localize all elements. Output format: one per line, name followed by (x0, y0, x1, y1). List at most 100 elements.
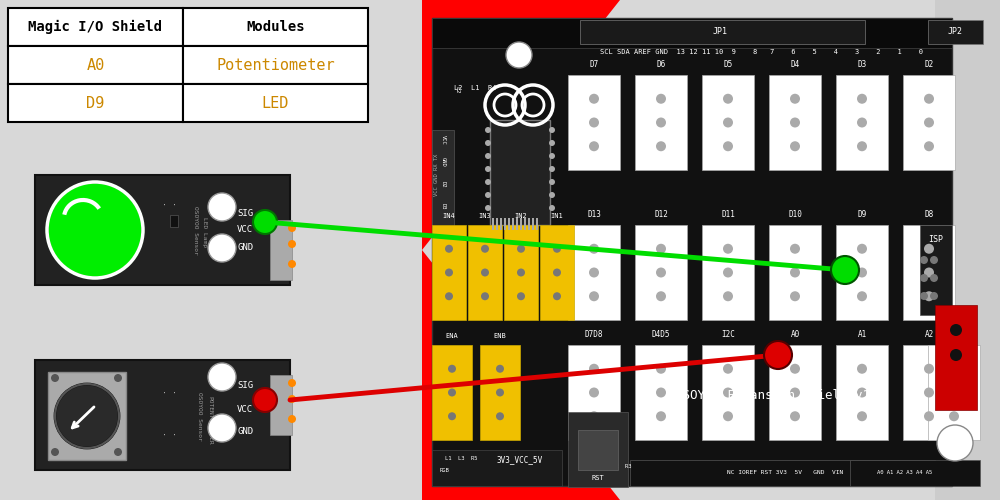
Circle shape (51, 448, 59, 456)
Circle shape (517, 268, 525, 276)
Circle shape (485, 179, 491, 185)
Bar (570, 445, 625, 463)
Circle shape (448, 388, 456, 396)
Bar (170, 215, 178, 227)
Bar (568, 412, 628, 487)
Bar (630, 460, 935, 486)
Circle shape (549, 179, 555, 185)
Bar (492, 218, 494, 230)
Circle shape (481, 268, 489, 276)
Text: RST: RST (592, 475, 604, 481)
Circle shape (445, 244, 453, 253)
Text: D3: D3 (857, 60, 867, 69)
Circle shape (950, 324, 962, 336)
Circle shape (656, 411, 666, 421)
Circle shape (924, 364, 934, 374)
Text: GND: GND (237, 244, 253, 252)
Circle shape (553, 292, 561, 300)
Text: D9: D9 (86, 96, 105, 110)
Text: LED: LED (262, 96, 289, 110)
Bar (504, 218, 506, 230)
Text: I2C: I2C (721, 330, 735, 339)
Bar (635, 225, 687, 320)
Circle shape (445, 292, 453, 300)
Circle shape (937, 425, 973, 461)
Circle shape (656, 291, 666, 301)
Circle shape (589, 141, 599, 151)
Text: 3V3_VCC_5V: 3V3_VCC_5V (497, 456, 543, 464)
Circle shape (553, 268, 561, 276)
Bar (568, 75, 620, 170)
Circle shape (949, 364, 959, 374)
Text: L2: L2 (454, 86, 460, 94)
Circle shape (445, 268, 453, 276)
Bar (183, 84, 368, 122)
Bar (702, 225, 754, 320)
Bar (508, 218, 510, 230)
Bar (568, 225, 620, 320)
Text: D2: D2 (924, 60, 934, 69)
Circle shape (857, 268, 867, 278)
Circle shape (656, 244, 666, 254)
Circle shape (924, 94, 934, 104)
Text: D4D5: D4D5 (652, 330, 670, 339)
Bar (183, 8, 368, 46)
Circle shape (857, 244, 867, 254)
Text: A0 A1 A2 A3 A4 A5: A0 A1 A2 A3 A4 A5 (877, 470, 933, 476)
Circle shape (857, 364, 867, 374)
Circle shape (930, 274, 938, 282)
Circle shape (857, 388, 867, 398)
Circle shape (589, 411, 599, 421)
Bar (580, 20, 865, 44)
Polygon shape (422, 0, 620, 250)
Text: · ·: · · (162, 200, 178, 209)
Circle shape (208, 193, 236, 221)
Circle shape (790, 268, 800, 278)
Circle shape (485, 166, 491, 172)
Circle shape (924, 268, 934, 278)
Circle shape (920, 292, 928, 300)
Circle shape (485, 127, 491, 133)
Circle shape (723, 364, 733, 374)
Circle shape (790, 291, 800, 301)
Text: RGB: RGB (440, 468, 450, 472)
Circle shape (114, 374, 122, 382)
Circle shape (481, 244, 489, 253)
Circle shape (857, 411, 867, 421)
Bar (496, 218, 498, 230)
Bar (903, 345, 955, 440)
Text: NC IOREF RST 3V3  5V   GND  VIN: NC IOREF RST 3V3 5V GND VIN (727, 470, 843, 476)
Text: · ·: · · (162, 430, 178, 440)
Bar (536, 218, 538, 230)
Bar (903, 225, 955, 320)
Bar (432, 130, 454, 260)
Bar (769, 225, 821, 320)
Circle shape (506, 42, 532, 68)
Text: L1  L3  R5: L1 L3 R5 (445, 456, 478, 460)
Circle shape (857, 291, 867, 301)
Text: GND: GND (237, 428, 253, 436)
Text: LED Lamp: LED Lamp (202, 217, 208, 247)
Text: OSOYOO Sensor: OSOYOO Sensor (198, 392, 202, 440)
Bar (270, 375, 292, 435)
Circle shape (496, 388, 504, 396)
Text: JP1: JP1 (712, 28, 728, 36)
Bar (480, 345, 520, 440)
Text: D2: D2 (440, 180, 446, 187)
Bar (935, 0, 1000, 500)
Circle shape (723, 388, 733, 398)
Text: D9: D9 (857, 210, 867, 219)
Circle shape (723, 291, 733, 301)
Text: D12: D12 (654, 210, 668, 219)
Bar (432, 225, 466, 320)
Text: 7    6    5    4    3    2    1    0: 7 6 5 4 3 2 1 0 (770, 49, 923, 55)
Text: ISP: ISP (928, 236, 944, 244)
Circle shape (55, 384, 119, 448)
Circle shape (924, 291, 934, 301)
Circle shape (485, 153, 491, 159)
Text: A0: A0 (86, 58, 105, 72)
Circle shape (288, 240, 296, 248)
Bar (8, 84, 183, 122)
Text: D11: D11 (721, 210, 735, 219)
Circle shape (589, 268, 599, 278)
